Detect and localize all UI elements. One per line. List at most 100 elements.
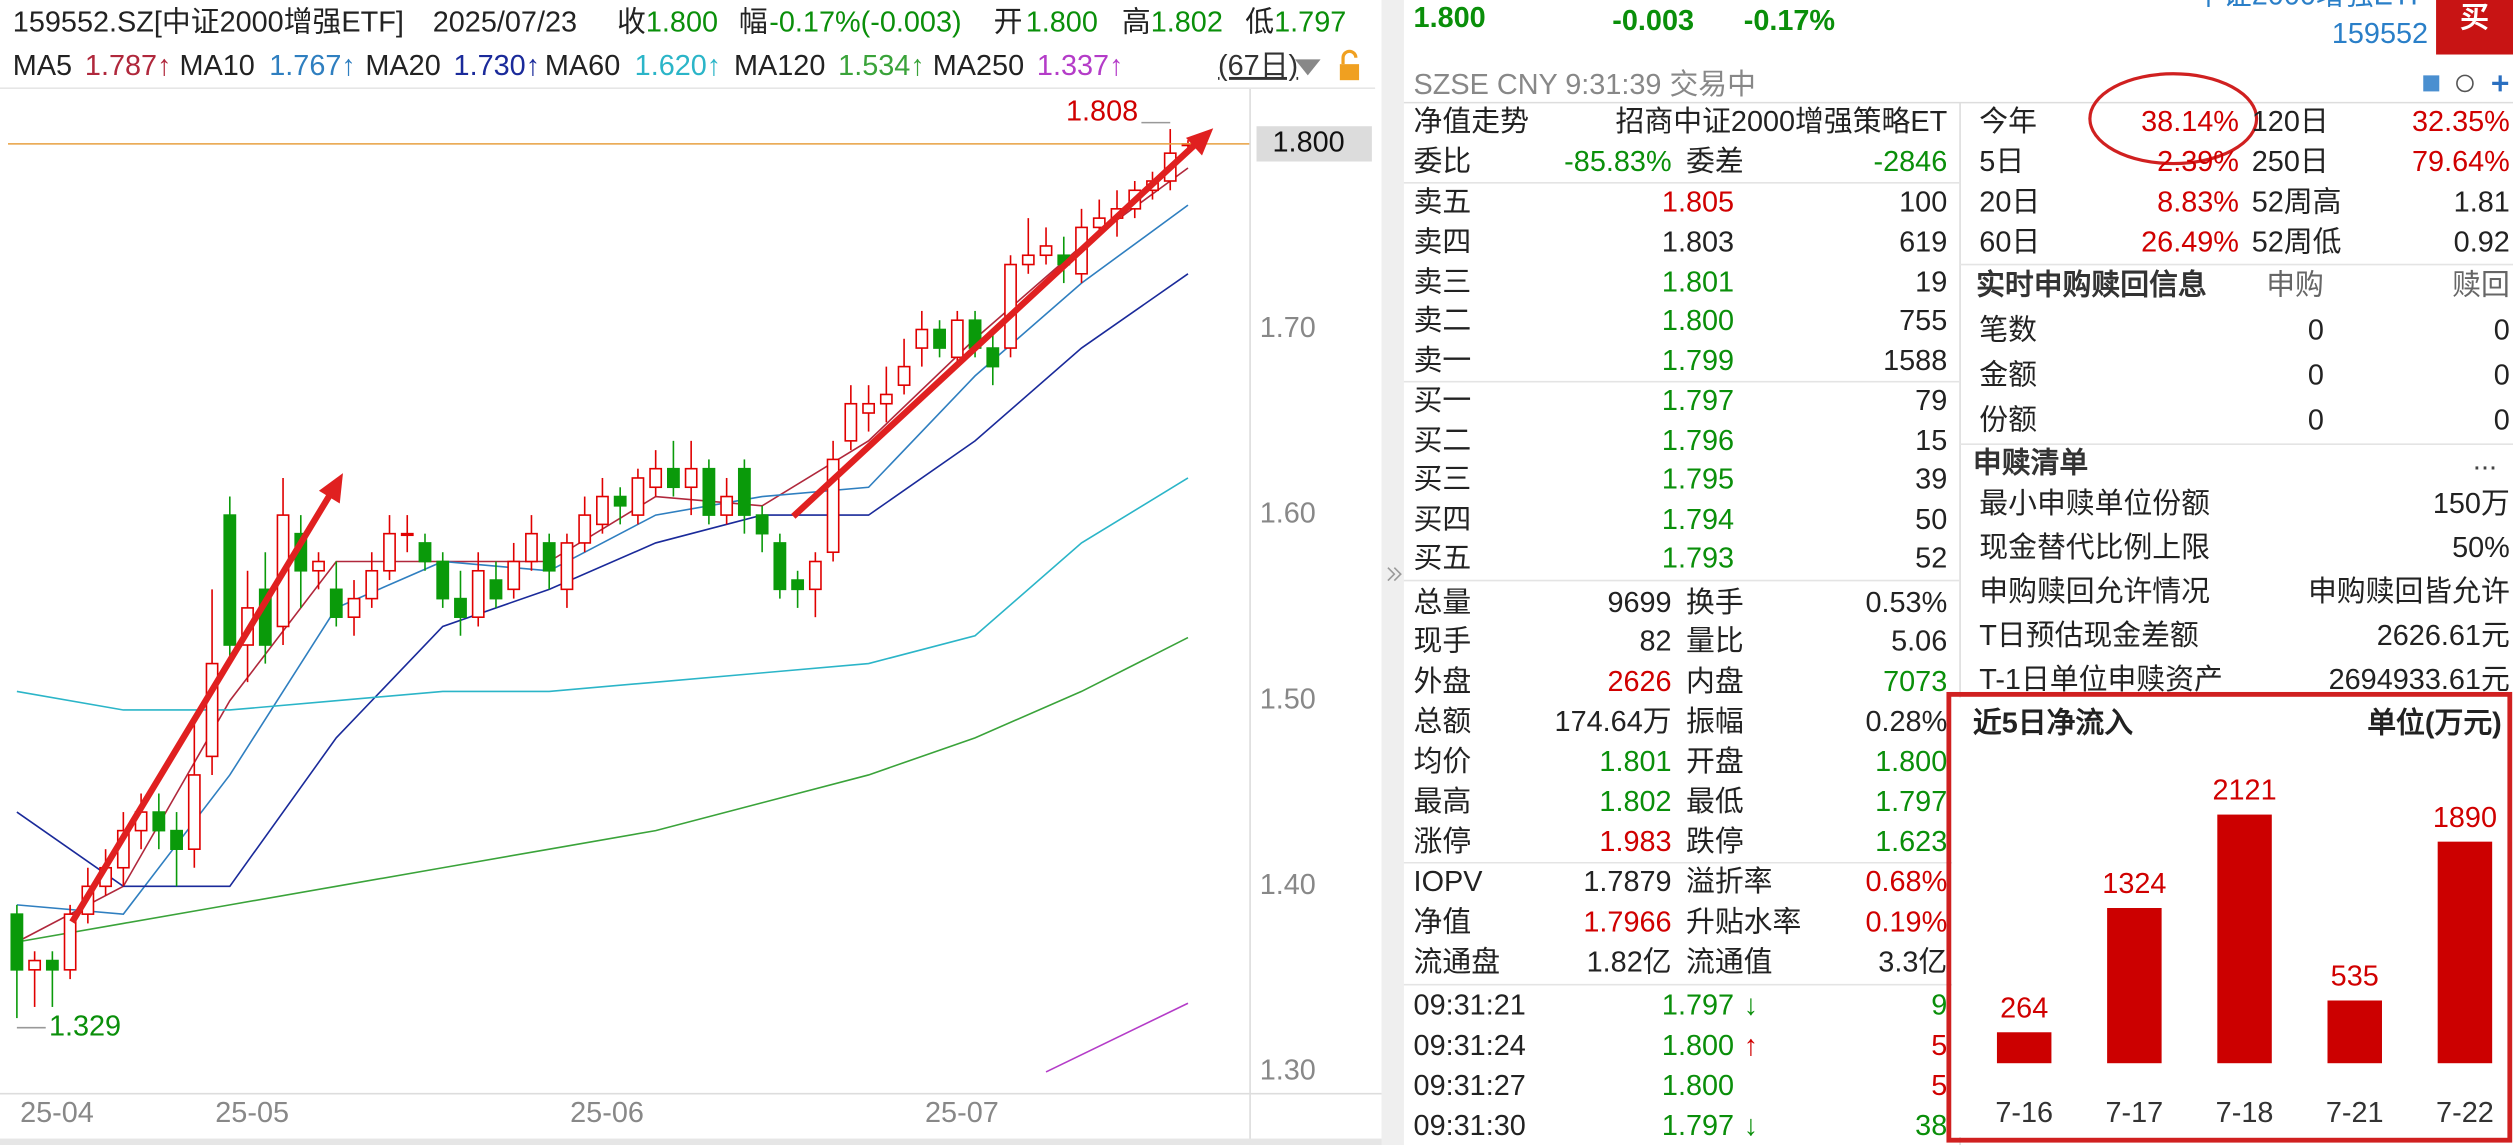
candle-body bbox=[897, 365, 911, 386]
stat-cell: 2.39% bbox=[2157, 146, 2239, 178]
quote-price: 1.800 bbox=[1414, 2, 1486, 34]
annotation-arrow bbox=[69, 487, 337, 924]
creation-cell: 笔数 bbox=[1979, 315, 2037, 347]
creation-cell: 0 bbox=[2308, 359, 2324, 391]
creation-cell: 份额 bbox=[1979, 404, 2037, 436]
legend-value: 1.730↑ bbox=[454, 50, 541, 82]
table-cell: 卖四 bbox=[1414, 226, 1472, 258]
stat-cell: 26.49% bbox=[2141, 226, 2239, 258]
max-label: 1.808 bbox=[1066, 96, 1138, 128]
table-cell: 2626 bbox=[1607, 666, 1671, 698]
table-cell: 最低 bbox=[1686, 786, 1744, 818]
table-cell: 100 bbox=[1899, 186, 1947, 218]
dropdown-icon[interactable] bbox=[1294, 59, 1321, 76]
tick-cell: 1.800 bbox=[1662, 1030, 1734, 1062]
legend-name: MA5 bbox=[13, 50, 72, 82]
bell-icon[interactable] bbox=[2456, 74, 2474, 93]
table-cell: 溢折率 bbox=[1686, 866, 1773, 898]
x-tick-label: 25-04 bbox=[20, 1097, 94, 1129]
candle-body bbox=[702, 467, 716, 516]
ma-line bbox=[1045, 1002, 1189, 1073]
table-cell: 委比 bbox=[1414, 146, 1472, 178]
basket-value: 2626.61元 bbox=[2377, 620, 2510, 652]
candle-body bbox=[223, 514, 237, 646]
candle-body bbox=[950, 319, 964, 359]
bar bbox=[2217, 814, 2272, 1064]
basket-value: 2694933.61元 bbox=[2329, 664, 2510, 696]
stat-cell: 20日 bbox=[1979, 186, 2040, 218]
table-cell: 7073 bbox=[1883, 666, 1947, 698]
table-cell: 0.68% bbox=[1865, 866, 1947, 898]
candle-body bbox=[525, 532, 538, 563]
ma-line bbox=[16, 636, 1189, 943]
y-tick-label: 1.50 bbox=[1260, 683, 1316, 715]
column-header: 赎回 bbox=[2452, 270, 2510, 302]
stat-cell: 120日 bbox=[2252, 106, 2329, 138]
table-cell: 1.799 bbox=[1662, 345, 1734, 377]
legend-value: 1.337↑ bbox=[1037, 50, 1124, 82]
candle-body bbox=[312, 560, 325, 572]
tick-cell: 09:31:27 bbox=[1414, 1070, 1526, 1102]
table-cell: 15 bbox=[1915, 425, 1947, 457]
table-cell: 1.794 bbox=[1662, 504, 1734, 536]
table-cell: 1.82亿 bbox=[1587, 946, 1672, 978]
candle-body bbox=[560, 542, 574, 591]
period-selector[interactable]: (67日) bbox=[1218, 50, 1298, 82]
candle-body bbox=[773, 542, 787, 591]
table-cell: 19 bbox=[1915, 266, 1947, 298]
creation-cell: 金额 bbox=[1979, 359, 2037, 391]
splitter-icon bbox=[1393, 567, 1402, 582]
more-button[interactable]: ... bbox=[2473, 444, 2497, 476]
legend-name: MA10 bbox=[180, 50, 255, 82]
kline-header-value: 1.800 bbox=[1026, 7, 1098, 39]
stat-cell: 8.83% bbox=[2157, 186, 2239, 218]
basket-label: T-1日单位申赎资产 bbox=[1979, 664, 2223, 696]
candle-body bbox=[63, 913, 77, 971]
table-cell: 52 bbox=[1915, 542, 1947, 574]
candle-body bbox=[791, 579, 805, 591]
buy-label[interactable]: 买 bbox=[2460, 2, 2489, 34]
tick-cell: ↓ bbox=[1744, 990, 1758, 1022]
legend-value: 1.767↑ bbox=[269, 50, 356, 82]
candle-body bbox=[755, 514, 769, 535]
lock-icon[interactable] bbox=[1339, 64, 1360, 81]
candle-body bbox=[170, 829, 183, 850]
table-cell: 内盘 bbox=[1686, 666, 1744, 698]
candle-body bbox=[720, 495, 734, 516]
quote-panel: 1.800-0.003-0.17%中证2000增强ETF159552买SZSE … bbox=[1414, 0, 2510, 1142]
candle-body bbox=[578, 514, 592, 544]
annotation-arrow-head bbox=[1185, 128, 1214, 156]
edit-icon[interactable] bbox=[2423, 75, 2440, 92]
tick-cell: 38 bbox=[1915, 1110, 1947, 1142]
table-cell: 0.28% bbox=[1865, 706, 1947, 738]
y-tick-label: 1.70 bbox=[1260, 312, 1316, 344]
table-cell: IOPV bbox=[1414, 866, 1484, 898]
candle-body bbox=[862, 402, 876, 414]
table-cell: 9699 bbox=[1607, 587, 1671, 619]
creation-cell: 0 bbox=[2494, 404, 2510, 436]
annotation-arrow-head bbox=[318, 473, 343, 504]
candle-body bbox=[631, 477, 645, 516]
tick-cell: 9 bbox=[1931, 990, 1947, 1022]
candle-body bbox=[596, 495, 609, 526]
kline-panel: 159552.SZ[中证2000增强ETF] 2025/07/23 收 1.800 幅 -… bbox=[8, 7, 1372, 1129]
buy-button[interactable] bbox=[2436, 0, 2513, 55]
table-cell: -2846 bbox=[1873, 146, 1947, 178]
tick-cell: 1.797 bbox=[1662, 1110, 1734, 1142]
legend-name: MA120 bbox=[734, 50, 825, 82]
bar-unit: 单位(万元) bbox=[2367, 706, 2502, 739]
add-icon[interactable] bbox=[2492, 75, 2509, 92]
table-cell: 委差 bbox=[1686, 146, 1744, 178]
kline-header-value: -0.17%(-0.003) bbox=[769, 7, 961, 39]
table-cell: 均价 bbox=[1414, 746, 1472, 778]
creation-cell: 0 bbox=[2308, 404, 2324, 436]
table-cell: 卖五 bbox=[1414, 186, 1472, 218]
candle-body bbox=[507, 560, 521, 591]
scrollbar[interactable] bbox=[0, 1138, 1382, 1145]
annotation-box bbox=[1946, 691, 2513, 1143]
table-cell: 1.7879 bbox=[1583, 866, 1671, 898]
tick-cell: 5 bbox=[1931, 1070, 1947, 1102]
table-cell: 买五 bbox=[1414, 542, 1472, 574]
basket-label: 申购赎回允许情况 bbox=[1979, 576, 2210, 608]
